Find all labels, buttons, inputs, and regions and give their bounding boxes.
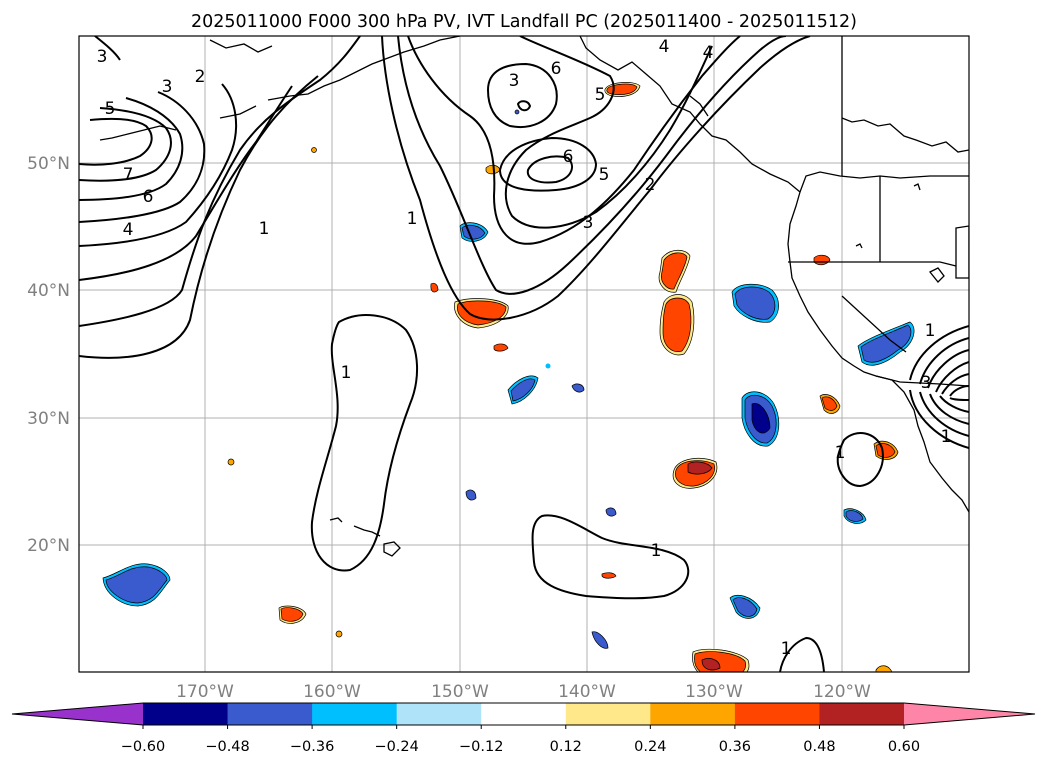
- contour-label: 3: [162, 77, 173, 97]
- colorbar-tick-label: −0.60: [121, 739, 165, 755]
- colorbar-segment: [734, 703, 820, 725]
- colorbar-tick-label: −0.24: [374, 739, 418, 755]
- contour-label: 1: [835, 443, 846, 463]
- contour-label: 6: [563, 147, 574, 167]
- latitude-labels: 50°N 40°N 30°N 20°N: [27, 154, 70, 556]
- colorbar-outline: [11, 702, 1036, 726]
- contour-label: 7: [123, 165, 134, 185]
- contour-label: 1: [781, 639, 792, 659]
- colorbar-tick-label: 0.48: [803, 739, 835, 755]
- contour-label: 1: [259, 219, 270, 239]
- ivt-negative-shading: [102, 109, 915, 649]
- contour-label: 3: [921, 373, 932, 393]
- colorbar-tick-label: −0.36: [290, 739, 334, 755]
- lat-label: 30°N: [27, 409, 70, 429]
- colorbar-segment: [565, 703, 651, 725]
- contour-label: 3: [97, 47, 108, 67]
- lat-label: 50°N: [27, 154, 70, 174]
- colorbar-segments: [12, 703, 1035, 725]
- colorbar-segment: [481, 703, 567, 725]
- lon-label: 170°W: [176, 682, 234, 702]
- map-frame: [78, 35, 970, 673]
- contour-label: 5: [105, 99, 116, 119]
- colorbar-tick-label: 0.36: [719, 739, 751, 755]
- contour-label: 4: [703, 43, 714, 63]
- contour-label: 1: [341, 363, 352, 383]
- figure-title: 2025011000 F000 300 hPa PV, IVT Landfall…: [191, 12, 857, 32]
- colorbar-tick-label: −0.48: [205, 739, 249, 755]
- lat-label: 20°N: [27, 536, 70, 556]
- colorbar-tick-label: −0.12: [459, 739, 503, 755]
- colorbar-tick-label: 0.24: [634, 739, 666, 755]
- contour-label: 4: [659, 37, 670, 57]
- colorbar-segment: [396, 703, 482, 725]
- lon-label: 120°W: [813, 682, 871, 702]
- longitude-labels: 170°W 160°W 150°W 140°W 130°W 120°W: [176, 682, 871, 702]
- colorbar-ticks: −0.60 −0.48 −0.36 −0.24 −0.12 0.12 0.24 0.36 0.4…: [121, 725, 920, 755]
- contour-label: 6: [551, 59, 562, 79]
- contour-label: 1: [941, 427, 952, 447]
- contour-label: 2: [195, 67, 206, 87]
- coastlines: [99, 36, 969, 557]
- colorbar-tick-label: 0.60: [888, 739, 920, 755]
- contour-label: 5: [595, 85, 606, 105]
- pv-contours: [79, 36, 969, 672]
- contour-label: 1: [407, 209, 418, 229]
- lon-label: 140°W: [558, 682, 616, 702]
- colorbar-segment: [819, 703, 905, 725]
- colorbar-segment: [143, 703, 229, 725]
- contour-label: 3: [583, 213, 594, 233]
- lon-label: 160°W: [303, 682, 361, 702]
- contour-label: 4: [123, 220, 134, 240]
- contour-label: 1: [925, 321, 936, 341]
- colorbar-extend-high: [904, 703, 1035, 725]
- contour-label: 5: [599, 165, 610, 185]
- colorbar-extend-low: [12, 703, 143, 725]
- contour-label: 2: [645, 175, 656, 195]
- colorbar-segment: [312, 703, 398, 725]
- colorbar-segment: [650, 703, 736, 725]
- lon-label: 150°W: [431, 682, 489, 702]
- pv-contour-labels: 3 3 2 5 7 6 4 1 1 1 3 6 5 6 5 4 4 2 3 1 …: [97, 37, 952, 659]
- lat-label: 40°N: [27, 281, 70, 301]
- colorbar: −0.60 −0.48 −0.36 −0.24 −0.12 0.12 0.24 0.36 0.4…: [11, 702, 1036, 755]
- lon-label: 130°W: [685, 682, 743, 702]
- colorbar-segment: [227, 703, 313, 725]
- contour-label: 3: [509, 71, 520, 91]
- contour-label: 6: [143, 187, 154, 207]
- colorbar-tick-label: 0.12: [550, 739, 582, 755]
- map-panel: 3 3 2 5 7 6 4 1 1 1 3 6 5 6 5 4 4 2 3 1 …: [79, 36, 969, 672]
- ivt-positive-shading: [227, 82, 899, 672]
- contour-label: 1: [651, 541, 662, 561]
